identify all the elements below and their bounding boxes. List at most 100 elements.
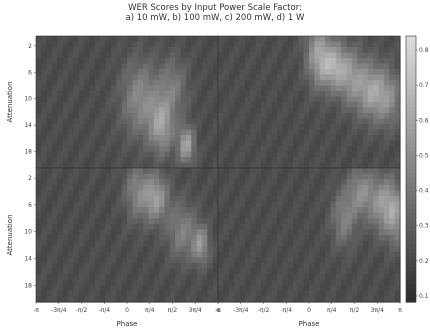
heatmap-cell [335, 296, 342, 303]
heatmap-cell [110, 168, 117, 175]
heatmap-cell [132, 113, 139, 120]
heatmap-cell [319, 179, 326, 186]
heatmap-cell [357, 296, 364, 303]
heatmap-cell [94, 173, 101, 180]
heatmap-cell [185, 80, 192, 87]
heatmap-cell [89, 63, 96, 70]
heatmap-cell [116, 285, 123, 292]
heatmap-cell [325, 146, 332, 153]
heatmap-cell [153, 279, 160, 286]
heatmap-cell [127, 179, 133, 186]
heatmap-cell [57, 135, 64, 142]
heatmap-cell [228, 201, 235, 208]
heatmap-cell [201, 179, 208, 186]
heatmap-cell [132, 268, 139, 275]
heatmap-cell [62, 268, 69, 275]
heatmap-cell [52, 124, 59, 131]
heatmap-cell [362, 184, 369, 191]
heatmap-cell [175, 207, 182, 214]
heatmap-cell [94, 168, 101, 175]
heatmap-cell [68, 102, 75, 109]
heatmap-cell [292, 274, 299, 281]
heatmap-cell [73, 129, 80, 136]
heatmap-cell [319, 129, 326, 136]
heatmap-cell [341, 201, 348, 208]
heatmap-cell [121, 146, 128, 153]
heatmap-cell [298, 47, 305, 54]
heatmap-cell [287, 140, 294, 147]
colorbar-step [406, 80, 416, 86]
heatmap-cell [223, 80, 230, 87]
heatmap-cell [341, 69, 348, 76]
heatmap-cell [94, 251, 101, 258]
heatmap-cell [271, 212, 278, 219]
heatmap-cell [78, 96, 85, 103]
heatmap-cell [110, 85, 117, 92]
y-tick-label: 6 [28, 202, 32, 209]
heatmap-cell [169, 190, 176, 197]
heatmap-cell [276, 113, 283, 120]
heatmap-cell [383, 173, 390, 180]
heatmap-cell [132, 41, 139, 48]
heatmap-cell [41, 173, 48, 180]
heatmap-cell [357, 240, 364, 247]
heatmap-cell [239, 113, 246, 120]
heatmap-cell [218, 47, 224, 54]
heatmap-cell [266, 223, 273, 231]
heatmap-cell [36, 146, 42, 153]
heatmap-cell [271, 118, 278, 125]
heatmap-cell [244, 102, 251, 109]
heatmap-cell [78, 118, 85, 125]
heatmap-cell [36, 91, 42, 98]
heatmap-cell [110, 285, 117, 292]
heatmap-cell [389, 184, 396, 191]
heatmap-cell [250, 235, 257, 242]
heatmap-cell [282, 207, 289, 214]
heatmap-cell [73, 257, 80, 264]
heatmap-cell [175, 212, 182, 219]
heatmap-cell [271, 124, 278, 131]
heatmap-cell [378, 274, 385, 281]
heatmap-cell [84, 129, 91, 136]
heatmap-cell [175, 246, 182, 253]
heatmap-cell [153, 173, 160, 180]
heatmap-cell [110, 58, 117, 65]
heatmap-cell [335, 157, 342, 164]
heatmap-cell [36, 290, 42, 298]
heatmap-cell [244, 235, 251, 242]
heatmap-cell [303, 124, 310, 131]
heatmap-cell [260, 113, 267, 120]
heatmap-cell [191, 207, 198, 214]
heatmap-cell [46, 58, 53, 65]
heatmap-cell [212, 157, 219, 164]
heatmap-cell [250, 207, 257, 214]
heatmap-cell [121, 58, 128, 65]
heatmap-cell [100, 129, 107, 136]
heatmap-cell [94, 80, 101, 87]
heatmap-cell [169, 96, 176, 103]
heatmap-cell [175, 218, 182, 225]
heatmap-cell [309, 223, 315, 231]
heatmap-cell [68, 52, 75, 59]
heatmap-cell [212, 246, 219, 253]
heatmap-cell [373, 80, 380, 87]
heatmap-cell [357, 268, 364, 275]
heatmap-cell [244, 179, 251, 186]
heatmap-cell [196, 118, 203, 125]
heatmap-cell [234, 262, 241, 270]
heatmap-cell [303, 140, 310, 147]
heatmap-cell [169, 201, 176, 208]
heatmap-cell [383, 146, 390, 153]
heatmap-cell [276, 58, 283, 65]
heatmap-cell [298, 173, 305, 180]
heatmap-cell [110, 290, 117, 298]
colorbar-step [406, 151, 416, 157]
heatmap-cell [207, 190, 214, 197]
heatmap-cell [62, 251, 69, 258]
heatmap-cell [223, 251, 230, 258]
heatmap-cell [282, 229, 289, 236]
heatmap-cell [276, 268, 283, 275]
heatmap-cell [159, 290, 166, 298]
heatmap-cell [132, 257, 139, 264]
heatmap-cell [57, 113, 64, 120]
